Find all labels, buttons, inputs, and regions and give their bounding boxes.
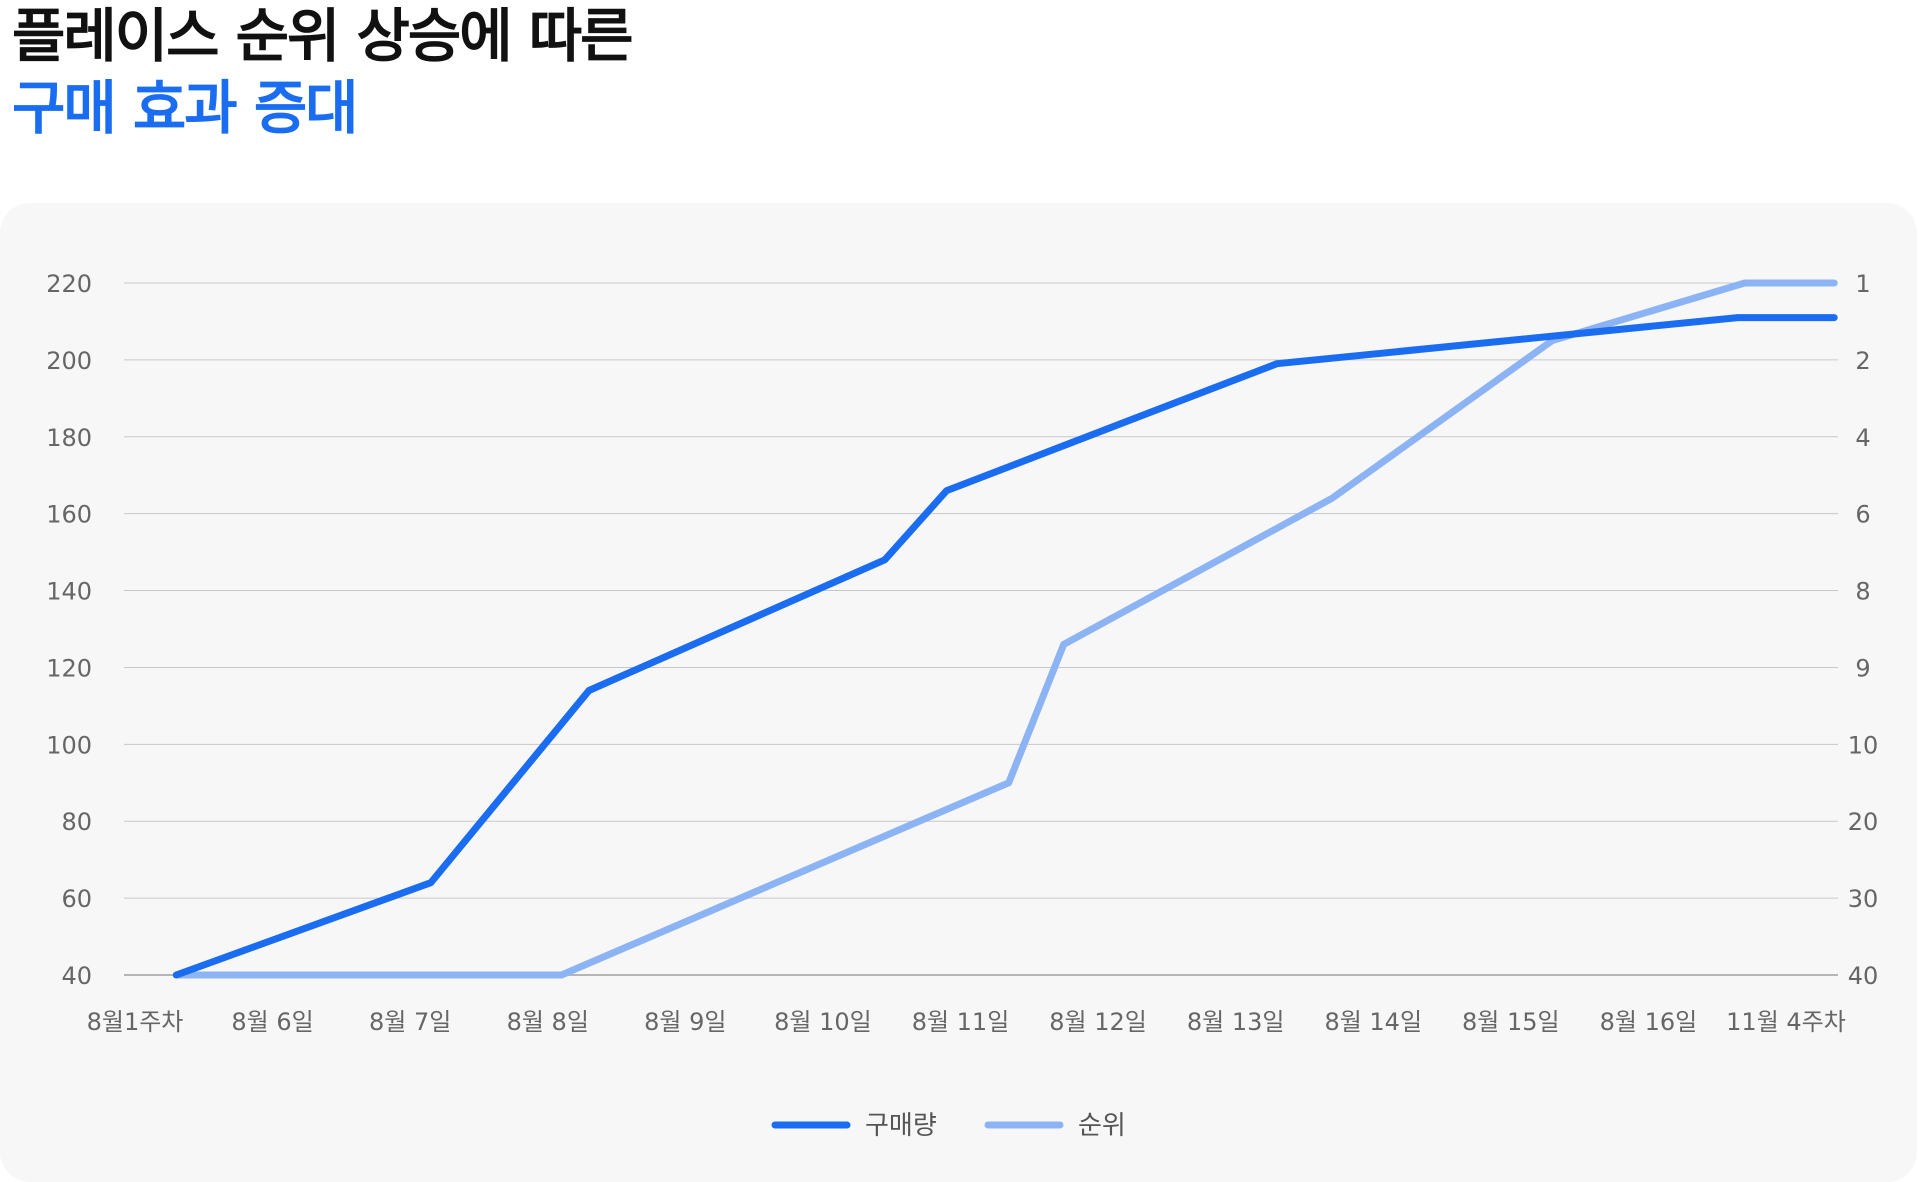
- legend-label-2: 순위: [1078, 1111, 1126, 1141]
- left-tick-label: 100: [46, 731, 92, 759]
- left-tick-label: 120: [46, 654, 92, 682]
- chart-panel: 40 60 80 100 120 140 160 180 200 220 40 30 20 10 9 8 6 4…: [0, 203, 1917, 1182]
- left-tick-label: 60: [61, 885, 92, 913]
- x-tick-label: 8월 7일: [369, 1008, 451, 1036]
- legend-label-1: 구매량: [865, 1111, 937, 1141]
- right-tick-label: 2: [1855, 347, 1870, 375]
- right-tick-label: 10: [1848, 731, 1879, 759]
- left-tick-label: 160: [46, 501, 92, 529]
- x-tick-label: 8월 16일: [1600, 1008, 1698, 1036]
- x-tick-label: 11월 4주차: [1726, 1008, 1846, 1036]
- right-tick-label: 8: [1855, 578, 1870, 606]
- x-tick-label: 8월1주차: [87, 1008, 184, 1036]
- right-tick-label: 9: [1855, 654, 1870, 682]
- right-tick-label: 20: [1848, 808, 1879, 836]
- right-tick-label: 1: [1855, 270, 1870, 298]
- left-tick-label: 200: [46, 347, 92, 375]
- left-tick-label: 140: [46, 578, 92, 606]
- series-line-1: [172, 314, 1838, 979]
- left-tick-label: 180: [46, 424, 92, 452]
- series-layer: [172, 279, 1838, 979]
- left-tick-label: 80: [61, 808, 92, 836]
- left-tick-label: 220: [46, 270, 92, 298]
- title-block: 플레이스 순위 상승에 따른 구매 효과 증대: [12, 0, 634, 144]
- right-tick-label: 40: [1848, 962, 1879, 990]
- x-tick-label: 8월 9일: [644, 1008, 726, 1036]
- right-tick-label: 6: [1855, 501, 1870, 529]
- x-tick-label: 8월 6일: [231, 1008, 313, 1036]
- page-title: 플레이스 순위 상승에 따른: [12, 2, 634, 70]
- grid-layer: [124, 282, 1838, 976]
- legend: 구매량 순위: [771, 1111, 1126, 1141]
- x-tick-label: 8월 8일: [507, 1008, 589, 1036]
- x-tick-label: 8월 15일: [1462, 1008, 1560, 1036]
- right-tick-label: 30: [1848, 885, 1879, 913]
- right-axis: 40 30 20 10 9 8 6 4 2 1: [1848, 270, 1879, 990]
- series-line-2: [172, 279, 1838, 979]
- x-tick-label: 8월 14일: [1324, 1008, 1422, 1036]
- x-tick-label: 8월 11일: [912, 1008, 1010, 1036]
- left-tick-label: 40: [61, 962, 92, 990]
- x-tick-label: 8월 10일: [774, 1008, 872, 1036]
- x-tick-label: 8월 13일: [1187, 1008, 1285, 1036]
- right-tick-label: 4: [1855, 424, 1870, 452]
- x-tick-label: 8월 12일: [1049, 1008, 1147, 1036]
- page-subtitle: 구매 효과 증대: [12, 74, 359, 142]
- left-axis: 40 60 80 100 120 140 160 180 200 220: [46, 270, 92, 990]
- x-axis: 8월1주차 8월 6일 8월 7일 8월 8일 8월 9일 8월 10일 8월 11일 8월 …: [87, 1008, 1846, 1036]
